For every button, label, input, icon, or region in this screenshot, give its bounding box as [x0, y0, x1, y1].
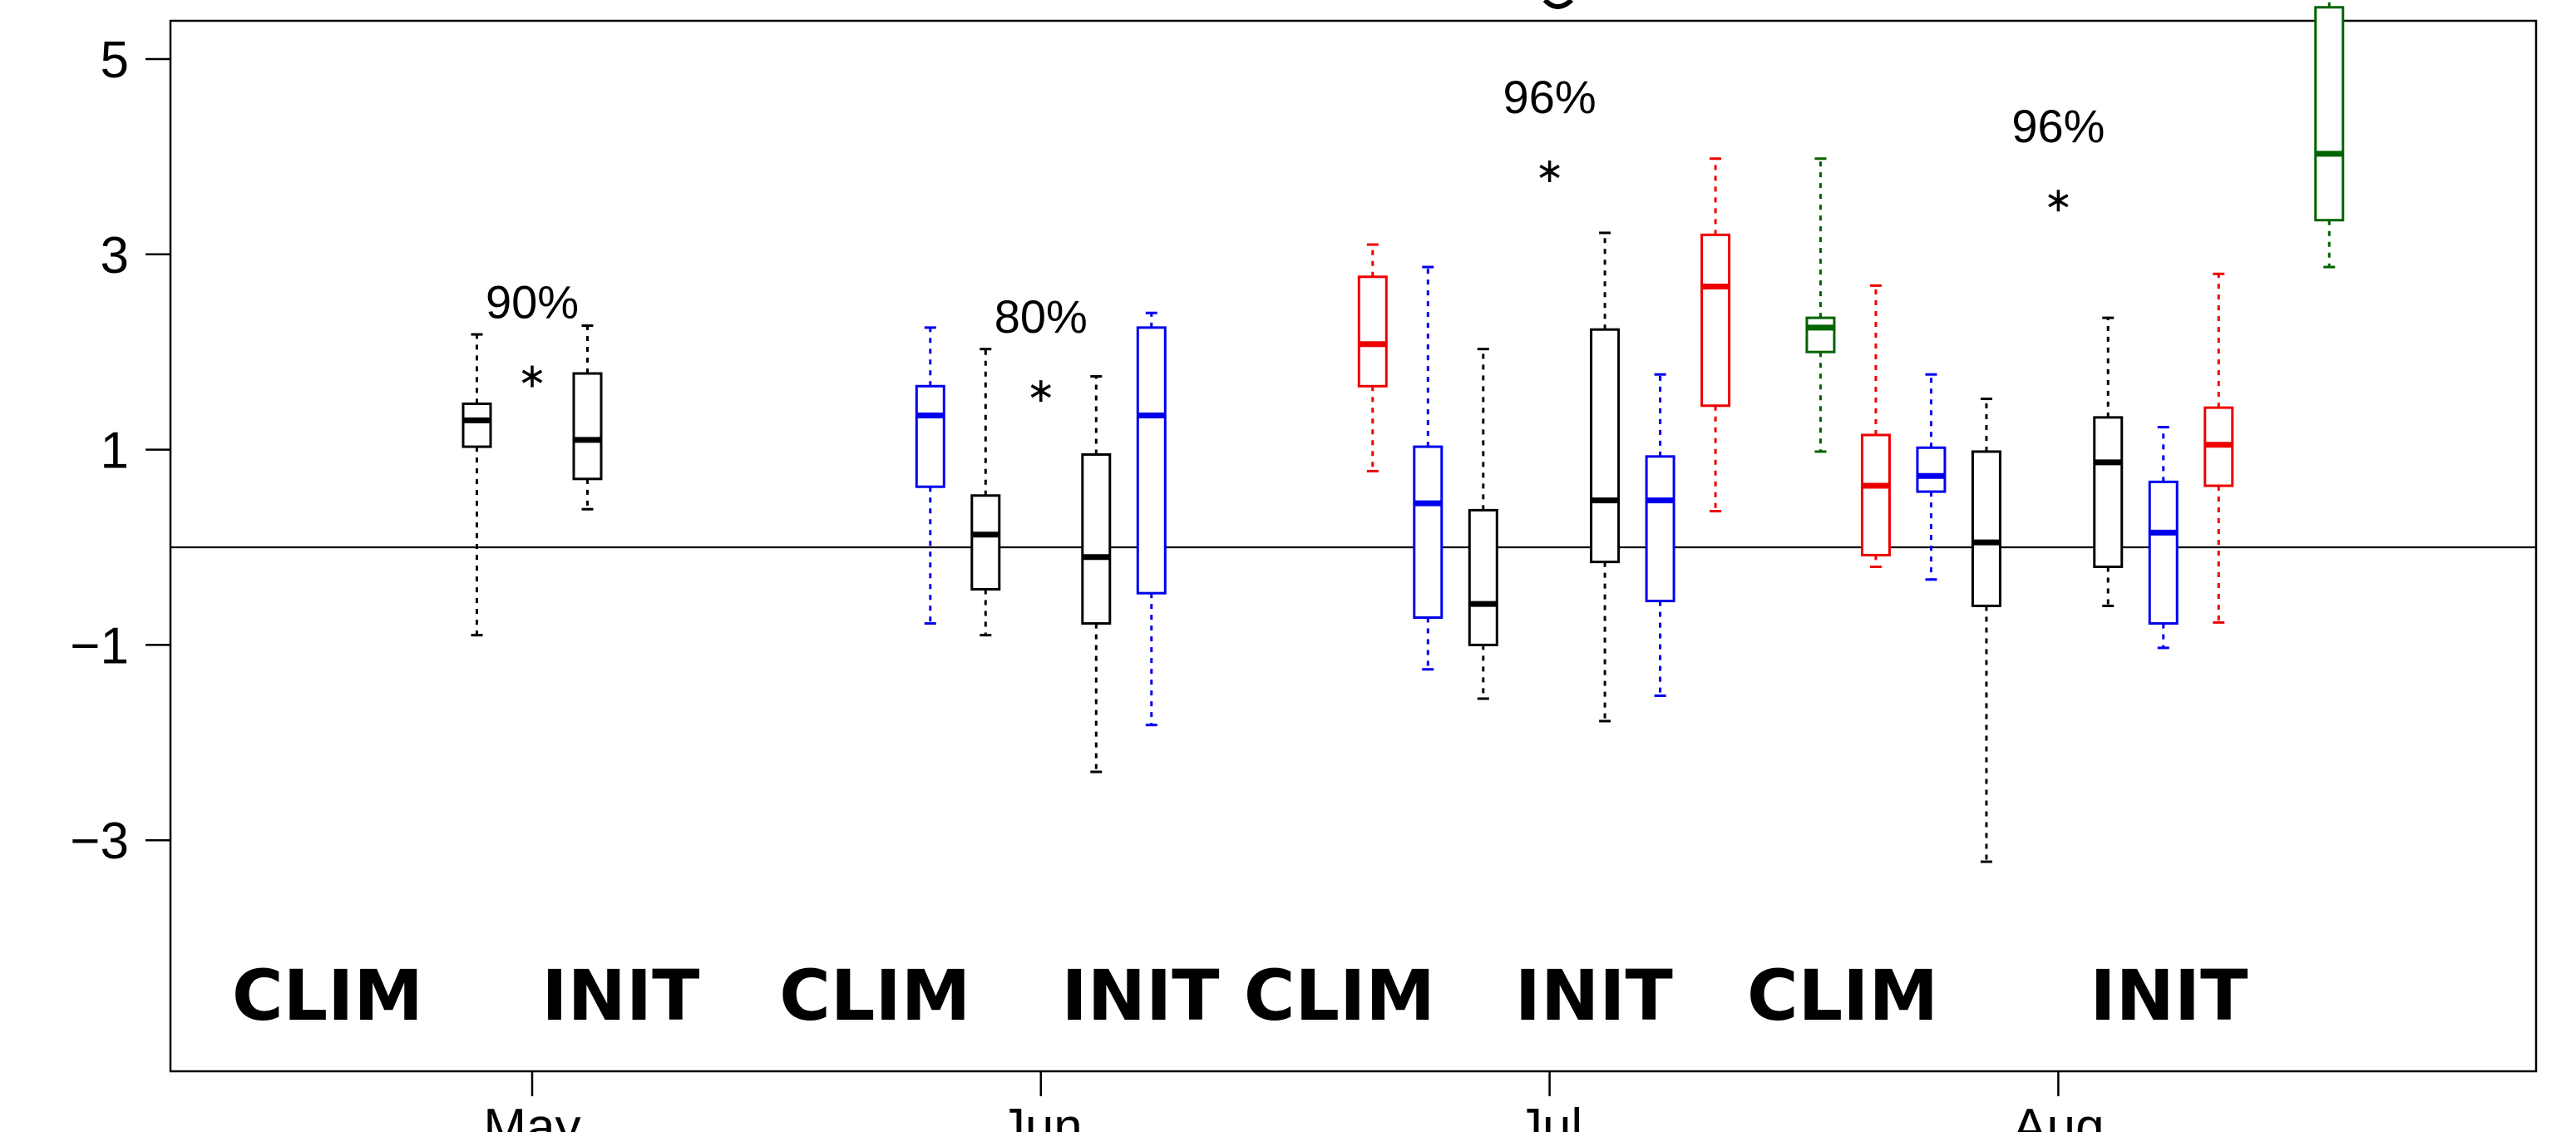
- box-iqr: [2148, 480, 2179, 625]
- group-label: CLIM: [1747, 955, 1938, 1036]
- plot-frame: [169, 19, 2538, 1073]
- y-tick-label: 3: [101, 227, 129, 284]
- x-tick-label: Jun: [999, 1099, 1083, 1132]
- box-iqr: [1136, 326, 1167, 595]
- group-label: INIT: [541, 955, 699, 1036]
- group-label: INIT: [1061, 955, 1219, 1036]
- significance-asterisk: [1030, 380, 1051, 403]
- box-iqr: [2093, 416, 2124, 568]
- box-iqr: [1805, 316, 1836, 353]
- x-tick-label: Aug: [2012, 1099, 2104, 1132]
- box-iqr: [1590, 328, 1621, 564]
- group-label: CLIM: [1244, 955, 1435, 1036]
- box-iqr: [2314, 6, 2345, 222]
- y-tick-label: 5: [101, 32, 129, 89]
- cropped-title-fragment: [1542, 0, 1574, 9]
- significance-percent-label: 96%: [2011, 100, 2105, 152]
- significance-asterisk: [2048, 190, 2069, 212]
- significance-asterisk: [521, 365, 543, 388]
- box-iqr: [1645, 455, 1675, 603]
- box-iqr: [1971, 450, 2001, 607]
- box-iqr: [461, 402, 492, 448]
- y-tick-label: −1: [70, 617, 129, 675]
- group-label: INIT: [1515, 955, 1673, 1036]
- box-iqr: [1357, 275, 1388, 388]
- significance-percent-label: 80%: [994, 290, 1088, 343]
- box-iqr: [1860, 433, 1891, 556]
- significance-percent-label: 96%: [1503, 71, 1596, 123]
- box-iqr: [970, 494, 1001, 591]
- group-label: CLIM: [779, 955, 970, 1036]
- significance-asterisk: [1539, 161, 1560, 183]
- plot-area: 7531−1−3May90%Jun80%Jul96%Aug96%CLIMINIT…: [70, 0, 2538, 1132]
- box-iqr: [1916, 446, 1947, 493]
- x-tick-label: Jul: [1517, 1099, 1582, 1132]
- box-iqr: [1700, 233, 1731, 408]
- box-iqr: [1413, 445, 1443, 620]
- y-tick-label: 1: [101, 423, 129, 480]
- group-label: INIT: [2090, 955, 2248, 1036]
- box-iqr: [1081, 452, 1112, 625]
- box-iqr: [572, 372, 603, 481]
- group-label: CLIM: [232, 955, 423, 1036]
- y-tick-label: −3: [70, 813, 129, 870]
- box-iqr: [1468, 508, 1498, 646]
- box-iqr: [915, 384, 945, 488]
- significance-percent-label: 90%: [486, 276, 579, 329]
- x-tick-label: May: [483, 1099, 580, 1132]
